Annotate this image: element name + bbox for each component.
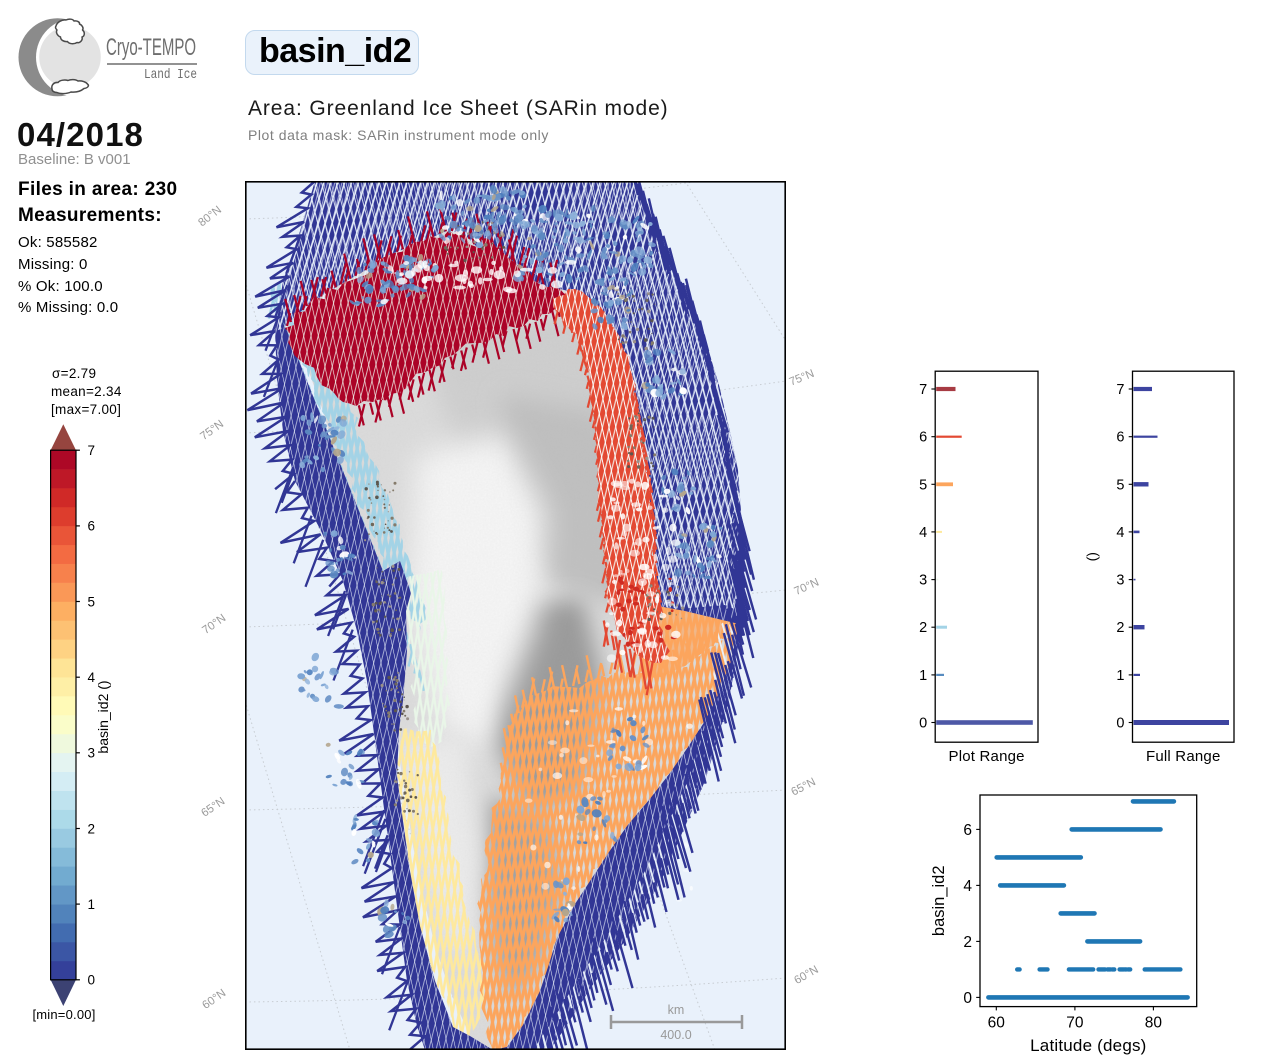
svg-text:2: 2	[88, 821, 96, 836]
svg-text:1: 1	[919, 668, 927, 684]
svg-text:5: 5	[88, 594, 96, 609]
svg-text:1: 1	[88, 897, 96, 912]
svg-text:0: 0	[963, 990, 972, 1007]
svg-text:basin_id2 (): basin_id2 ()	[95, 680, 111, 753]
svg-text:65°N: 65°N	[199, 795, 227, 819]
svg-text:0: 0	[1116, 716, 1124, 732]
svg-text:3: 3	[1116, 573, 1124, 589]
svg-text:0: 0	[919, 716, 927, 732]
svg-text:2: 2	[1116, 620, 1124, 636]
svg-text:7: 7	[1116, 382, 1124, 398]
svg-text:basin_id2: basin_id2	[930, 865, 948, 936]
svg-text:5: 5	[1116, 477, 1124, 493]
svg-text:Plot Range: Plot Range	[948, 748, 1024, 765]
svg-text:Land Ice: Land Ice	[144, 67, 197, 83]
svg-text:70°N: 70°N	[200, 612, 228, 637]
svg-text:7: 7	[88, 443, 96, 458]
svg-text:3: 3	[88, 746, 96, 761]
svg-text:1: 1	[1116, 668, 1124, 684]
svg-text:4: 4	[88, 670, 96, 685]
svg-text:0: 0	[88, 973, 96, 988]
svg-text:60°N: 60°N	[792, 964, 820, 987]
svg-text:4: 4	[919, 525, 927, 541]
svg-text:Cryo-TEMPO: Cryo-TEMPO	[106, 34, 196, 61]
svg-text:5: 5	[919, 477, 927, 493]
svg-text:7: 7	[919, 382, 927, 398]
svg-text:60: 60	[988, 1015, 1006, 1032]
svg-text:6: 6	[1116, 430, 1124, 446]
svg-text:2: 2	[963, 934, 972, 951]
svg-text:4: 4	[1116, 525, 1124, 541]
svg-text:70: 70	[1066, 1015, 1084, 1032]
svg-text:65°N: 65°N	[789, 776, 817, 798]
svg-text:Full Range: Full Range	[1146, 748, 1221, 765]
svg-text:80°N: 80°N	[196, 204, 224, 229]
svg-text:6: 6	[88, 519, 96, 534]
svg-text:3: 3	[919, 573, 927, 589]
svg-text:75°N: 75°N	[788, 368, 816, 389]
svg-text:km: km	[668, 1003, 685, 1017]
svg-text:400.0: 400.0	[660, 1028, 691, 1042]
svg-text:4: 4	[963, 878, 972, 895]
svg-text:6: 6	[963, 822, 972, 839]
svg-text:80: 80	[1145, 1015, 1163, 1032]
svg-text:2: 2	[919, 620, 927, 636]
svg-text:Latitude (degs): Latitude (degs)	[1030, 1036, 1146, 1055]
svg-text:60°N: 60°N	[200, 987, 228, 1012]
svg-text:6: 6	[919, 430, 927, 446]
svg-text:70°N: 70°N	[793, 577, 821, 598]
svg-text:75°N: 75°N	[198, 418, 226, 443]
svg-text:(): ()	[1084, 552, 1100, 561]
